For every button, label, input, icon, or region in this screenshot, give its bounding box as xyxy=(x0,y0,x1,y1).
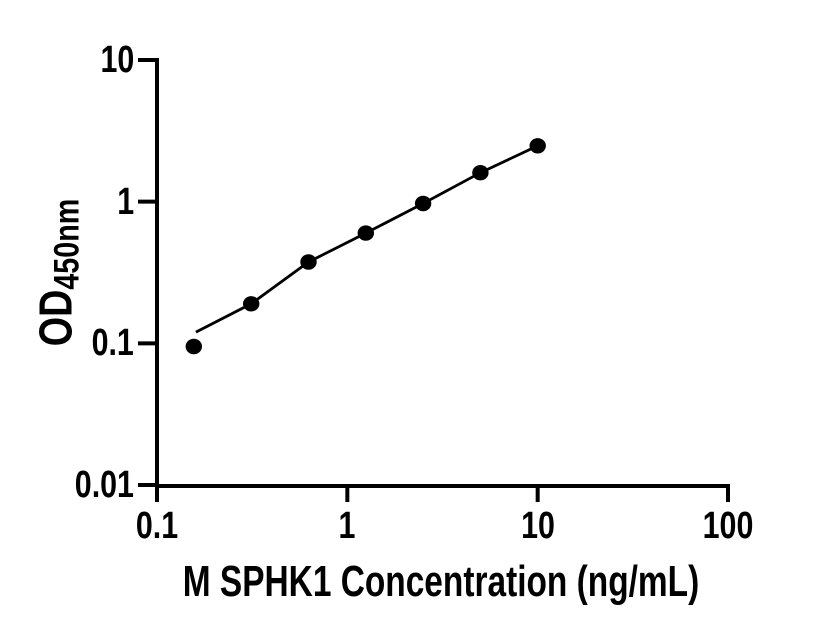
x-tick-label: 1 xyxy=(338,505,356,547)
data-point xyxy=(185,338,202,355)
y-tick-label: 0.1 xyxy=(91,322,134,365)
data-point xyxy=(243,296,260,312)
y-tick-label: 10 xyxy=(100,39,134,81)
x-axis-title: M SPHK1 Concentration (ng/mL) xyxy=(182,557,700,606)
data-point xyxy=(529,138,546,154)
y-tick-label: 1 xyxy=(117,180,134,223)
data-point xyxy=(414,195,432,212)
data-point xyxy=(357,225,374,241)
data-point xyxy=(300,254,317,270)
data-point xyxy=(472,165,489,181)
x-tick-label: 0.1 xyxy=(135,505,179,547)
y-tick-label: 0.01 xyxy=(74,464,134,506)
x-tick-label: 10 xyxy=(520,505,555,547)
x-tick-label: 100 xyxy=(702,505,754,547)
